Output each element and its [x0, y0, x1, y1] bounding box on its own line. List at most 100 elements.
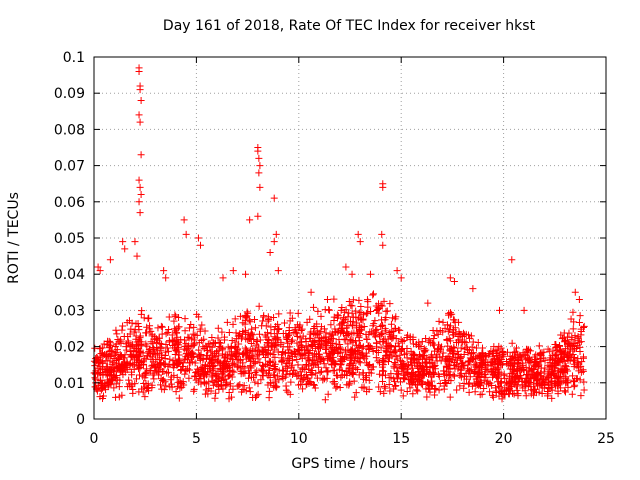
data-point: [173, 359, 181, 367]
data-point: [499, 348, 507, 356]
data-point: [412, 386, 420, 394]
data-point: [239, 369, 247, 377]
data-point: [331, 325, 339, 333]
data-point: [298, 351, 306, 359]
data-point: [184, 345, 192, 353]
data-point: [513, 386, 521, 394]
data-point: [157, 322, 165, 330]
data-point: [347, 337, 355, 345]
data-point: [196, 241, 204, 249]
data-point: [247, 373, 255, 381]
data-point: [386, 328, 394, 336]
data-point: [199, 354, 207, 362]
data-point: [375, 309, 383, 317]
data-point: [270, 238, 278, 246]
data-point: [383, 339, 391, 347]
data-point: [306, 369, 314, 377]
data-point: [550, 380, 558, 388]
data-point: [198, 321, 206, 329]
data-point: [185, 366, 193, 374]
data-point: [416, 370, 424, 378]
data-point: [107, 341, 115, 349]
data-point: [363, 336, 371, 344]
data-point: [257, 376, 265, 384]
data-point: [506, 359, 514, 367]
data-point: [422, 334, 430, 342]
data-point: [102, 386, 110, 394]
data-point: [142, 368, 150, 376]
data-point: [420, 347, 428, 355]
x-axis-label: GPS time / hours: [291, 456, 409, 472]
data-point: [128, 371, 136, 379]
data-point: [135, 67, 143, 75]
data-point: [325, 335, 333, 343]
data-point: [255, 169, 263, 177]
data-point: [204, 362, 212, 370]
data-point: [281, 373, 289, 381]
data-point: [172, 347, 180, 355]
data-point: [189, 349, 197, 357]
data-point: [328, 360, 336, 368]
data-point: [495, 357, 503, 365]
data-point: [224, 343, 232, 351]
data-point: [287, 378, 295, 386]
data-point: [99, 382, 107, 390]
data-point: [561, 362, 569, 370]
data-point: [251, 315, 259, 323]
data-point: [387, 343, 395, 351]
data-point: [157, 365, 165, 373]
data-point: [259, 317, 267, 325]
data-point: [348, 362, 356, 370]
data-point: [368, 345, 376, 353]
data-point: [274, 333, 282, 341]
data-point: [460, 384, 468, 392]
data-point: [272, 384, 280, 392]
data-point: [525, 346, 533, 354]
data-point: [576, 312, 584, 320]
data-point: [511, 348, 519, 356]
data-point: [561, 388, 569, 396]
data-point: [536, 354, 544, 362]
data-point: [273, 372, 281, 380]
data-point: [425, 370, 433, 378]
data-point: [188, 349, 196, 357]
data-point: [161, 351, 169, 359]
data-point: [565, 352, 573, 360]
data-point: [406, 333, 414, 341]
data-point: [344, 330, 352, 338]
data-point: [552, 344, 560, 352]
data-point: [446, 337, 454, 345]
data-point: [264, 329, 272, 337]
data-point: [239, 385, 247, 393]
data-point: [544, 345, 552, 353]
data-point: [576, 343, 584, 351]
data-point: [265, 394, 273, 402]
data-point: [469, 338, 477, 346]
data-point: [395, 343, 403, 351]
data-point: [194, 234, 202, 242]
data-point: [137, 151, 145, 159]
data-point: [317, 323, 325, 331]
data-point: [351, 350, 359, 358]
data-point: [160, 376, 168, 384]
data-point: [182, 230, 190, 238]
data-point: [400, 337, 408, 345]
data-point: [229, 320, 237, 328]
data-point: [165, 313, 173, 321]
data-point: [135, 344, 143, 352]
data-point: [134, 319, 142, 327]
data-point: [447, 322, 455, 330]
data-point: [476, 391, 484, 399]
data-point: [493, 352, 501, 360]
data-point: [223, 318, 231, 326]
data-point: [457, 344, 465, 352]
data-point: [292, 328, 300, 336]
chart-title: Day 161 of 2018, Rate Of TEC Index for r…: [162, 18, 536, 34]
data-point: [286, 309, 294, 317]
data-point: [275, 367, 283, 375]
data-point: [246, 335, 254, 343]
data-point: [396, 326, 404, 334]
data-point: [560, 351, 568, 359]
data-point: [430, 332, 438, 340]
data-point: [472, 354, 480, 362]
